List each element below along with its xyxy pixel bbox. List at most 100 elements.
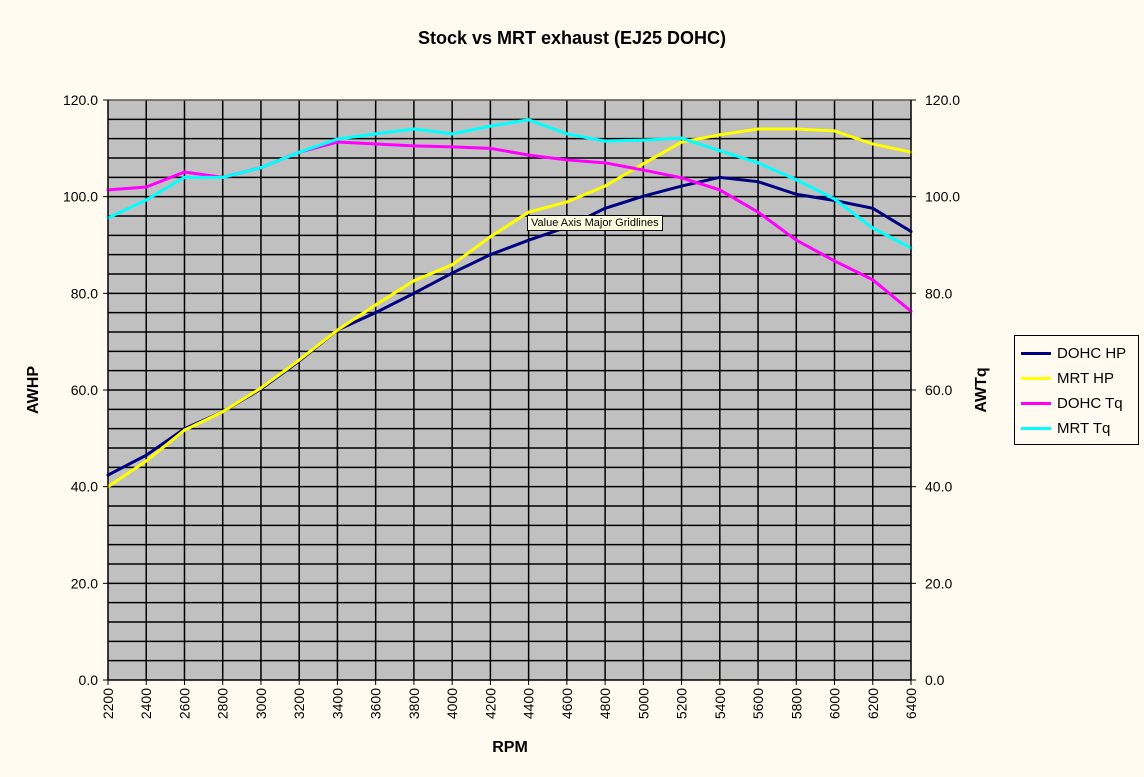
- data-point-mrt-hp[interactable]: [680, 140, 684, 144]
- data-point-mrt-tq[interactable]: [833, 197, 837, 201]
- data-point-mrt-tq[interactable]: [374, 132, 378, 136]
- data-point-dohc-tq[interactable]: [450, 145, 454, 149]
- legend-swatch: [1021, 352, 1051, 355]
- data-point-mrt-tq[interactable]: [335, 137, 339, 141]
- x-tick-label: 2200: [100, 688, 116, 719]
- data-point-mrt-hp[interactable]: [259, 386, 263, 390]
- legend-swatch: [1021, 377, 1051, 380]
- data-point-dohc-tq[interactable]: [412, 144, 416, 148]
- y-tick-label: 80.0: [71, 285, 98, 301]
- legend-item[interactable]: DOHC Tq: [1021, 391, 1138, 416]
- data-point-mrt-hp[interactable]: [297, 358, 301, 362]
- data-point-mrt-hp[interactable]: [833, 129, 837, 133]
- y2-tick-label: 100.0: [925, 189, 960, 205]
- data-point-dohc-tq[interactable]: [641, 168, 645, 172]
- data-point-mrt-hp[interactable]: [144, 459, 148, 463]
- y2-tick-label: 20.0: [925, 575, 952, 591]
- data-point-mrt-tq[interactable]: [221, 175, 225, 179]
- series-line-mrt-tq[interactable]: [107, 118, 912, 250]
- x-tick-label: 2600: [176, 688, 192, 719]
- data-point-dohc-hp[interactable]: [871, 206, 875, 210]
- x-tick-label: 5600: [750, 688, 766, 719]
- x-axis: 2200 2400 2600 2800 3000 3200 3400 3600 3800 4000…: [100, 679, 919, 719]
- data-point-dohc-tq[interactable]: [488, 146, 492, 150]
- data-point-mrt-tq[interactable]: [680, 136, 684, 140]
- data-point-mrt-tq[interactable]: [871, 226, 875, 230]
- series-line-mrt-hp[interactable]: [107, 127, 912, 488]
- x-axis-label: RPM: [492, 739, 528, 756]
- x-tick-label: 3000: [253, 688, 269, 719]
- x-tick-label: 5800: [788, 688, 804, 719]
- data-point-dohc-hp[interactable]: [412, 291, 416, 295]
- x-tick-label: 5000: [635, 688, 651, 719]
- data-point-dohc-tq[interactable]: [833, 259, 837, 263]
- data-point-dohc-hp[interactable]: [488, 253, 492, 257]
- data-point-mrt-hp[interactable]: [412, 279, 416, 283]
- data-point-dohc-hp[interactable]: [718, 175, 722, 179]
- data-point-mrt-tq[interactable]: [182, 175, 186, 179]
- data-point-mrt-tq[interactable]: [565, 132, 569, 136]
- data-point-mrt-tq[interactable]: [450, 132, 454, 136]
- data-point-mrt-tq[interactable]: [527, 118, 531, 122]
- data-point-dohc-tq[interactable]: [335, 140, 339, 144]
- data-point-mrt-hp[interactable]: [603, 184, 607, 188]
- data-point-dohc-hp[interactable]: [794, 192, 798, 196]
- data-point-dohc-hp[interactable]: [450, 271, 454, 275]
- x-tick-label: 4000: [444, 688, 460, 719]
- data-point-dohc-hp[interactable]: [527, 238, 531, 242]
- legend-item[interactable]: MRT HP: [1021, 366, 1138, 391]
- data-point-mrt-hp[interactable]: [450, 263, 454, 267]
- tooltip: Value Axis Major Gridlines: [527, 215, 663, 231]
- data-point-dohc-hp[interactable]: [603, 206, 607, 210]
- data-point-dohc-tq[interactable]: [603, 161, 607, 165]
- data-point-mrt-tq[interactable]: [794, 178, 798, 182]
- data-point-mrt-hp[interactable]: [335, 328, 339, 332]
- data-point-mrt-hp[interactable]: [565, 200, 569, 204]
- data-point-dohc-tq[interactable]: [144, 185, 148, 189]
- data-point-mrt-tq[interactable]: [297, 150, 301, 154]
- y-axis-left: 0.0 20.0 40.0 60.0 80.0 100.0 120.0: [63, 92, 109, 688]
- data-point-dohc-tq[interactable]: [374, 142, 378, 146]
- gridlines: [107, 99, 912, 681]
- data-point-mrt-hp[interactable]: [794, 127, 798, 131]
- data-point-dohc-tq[interactable]: [718, 188, 722, 192]
- data-point-mrt-hp[interactable]: [488, 235, 492, 239]
- data-point-mrt-hp[interactable]: [718, 133, 722, 137]
- x-tick-label: 2400: [138, 688, 154, 719]
- data-point-dohc-tq[interactable]: [565, 158, 569, 162]
- data-point-dohc-tq[interactable]: [794, 238, 798, 242]
- data-point-dohc-hp[interactable]: [641, 194, 645, 198]
- data-point-mrt-hp[interactable]: [641, 162, 645, 166]
- data-point-mrt-tq[interactable]: [259, 166, 263, 170]
- data-point-mrt-hp[interactable]: [182, 428, 186, 432]
- data-point-mrt-tq[interactable]: [718, 149, 722, 153]
- data-point-dohc-tq[interactable]: [680, 176, 684, 180]
- data-point-mrt-tq[interactable]: [412, 127, 416, 131]
- data-point-mrt-tq[interactable]: [144, 198, 148, 202]
- data-point-mrt-hp[interactable]: [374, 303, 378, 307]
- data-point-dohc-tq[interactable]: [756, 210, 760, 214]
- legend-item[interactable]: DOHC HP: [1021, 341, 1138, 366]
- data-point-dohc-hp[interactable]: [756, 180, 760, 184]
- data-point-mrt-tq[interactable]: [641, 138, 645, 142]
- data-point-mrt-tq[interactable]: [756, 161, 760, 165]
- data-point-dohc-tq[interactable]: [871, 278, 875, 282]
- y-tick-label: 40.0: [71, 479, 98, 495]
- data-point-mrt-hp[interactable]: [527, 210, 531, 214]
- x-tick-label: 2800: [215, 688, 231, 719]
- y-axis-label: AWHP: [25, 366, 42, 414]
- x-tick-label: 6000: [827, 688, 843, 719]
- data-point-mrt-hp[interactable]: [871, 142, 875, 146]
- data-point-mrt-hp[interactable]: [221, 410, 225, 414]
- data-point-dohc-tq[interactable]: [182, 170, 186, 174]
- data-point-mrt-tq[interactable]: [488, 124, 492, 128]
- data-point-dohc-hp[interactable]: [144, 453, 148, 457]
- data-point-dohc-hp[interactable]: [374, 311, 378, 315]
- legend-item[interactable]: MRT Tq: [1021, 416, 1138, 441]
- legend[interactable]: DOHC HP MRT HP DOHC Tq MRT Tq: [1014, 335, 1139, 445]
- data-point-dohc-tq[interactable]: [527, 153, 531, 157]
- data-point-dohc-hp[interactable]: [680, 184, 684, 188]
- data-point-mrt-hp[interactable]: [756, 127, 760, 131]
- data-point-mrt-tq[interactable]: [603, 139, 607, 143]
